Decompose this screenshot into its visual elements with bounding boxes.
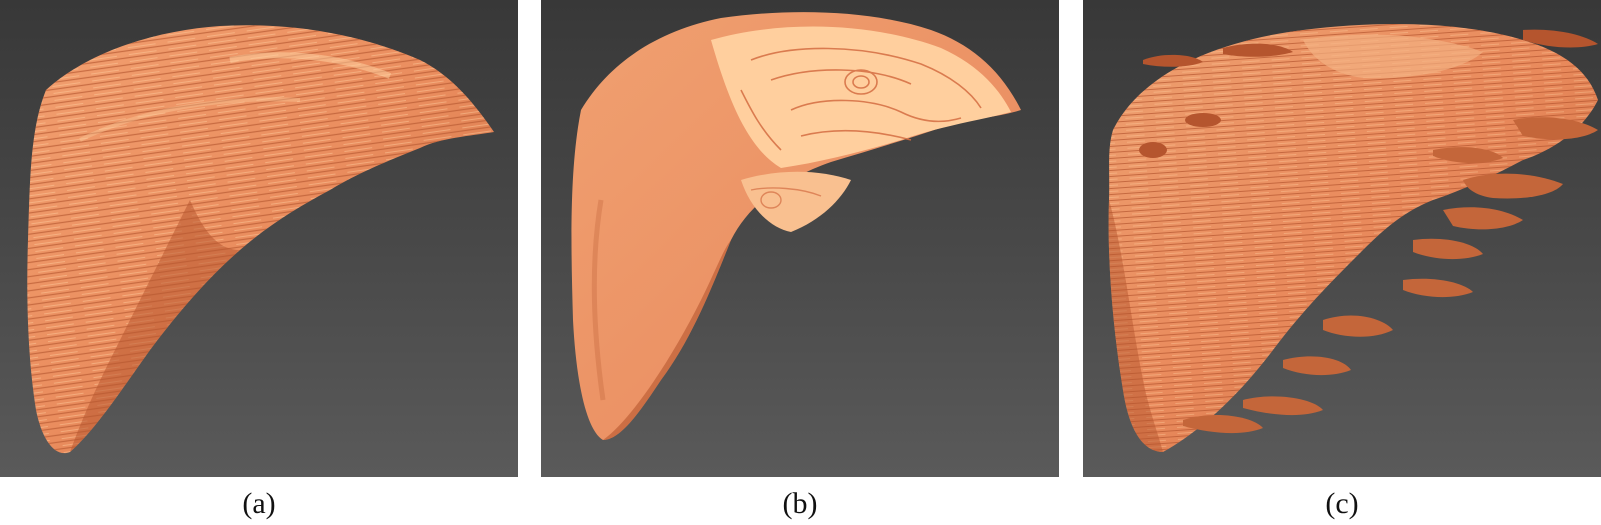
render-panel-b [541, 0, 1059, 477]
caption-b: (b) [782, 487, 818, 520]
liver-render-c [1108, 24, 1598, 453]
caption-a: (a) [242, 487, 276, 520]
render-panel-a [0, 0, 518, 477]
liver-render-b [571, 12, 1021, 440]
liver-render-a [27, 25, 495, 454]
caption-c: (c) [1325, 487, 1359, 520]
render-panel-c [1083, 0, 1601, 477]
